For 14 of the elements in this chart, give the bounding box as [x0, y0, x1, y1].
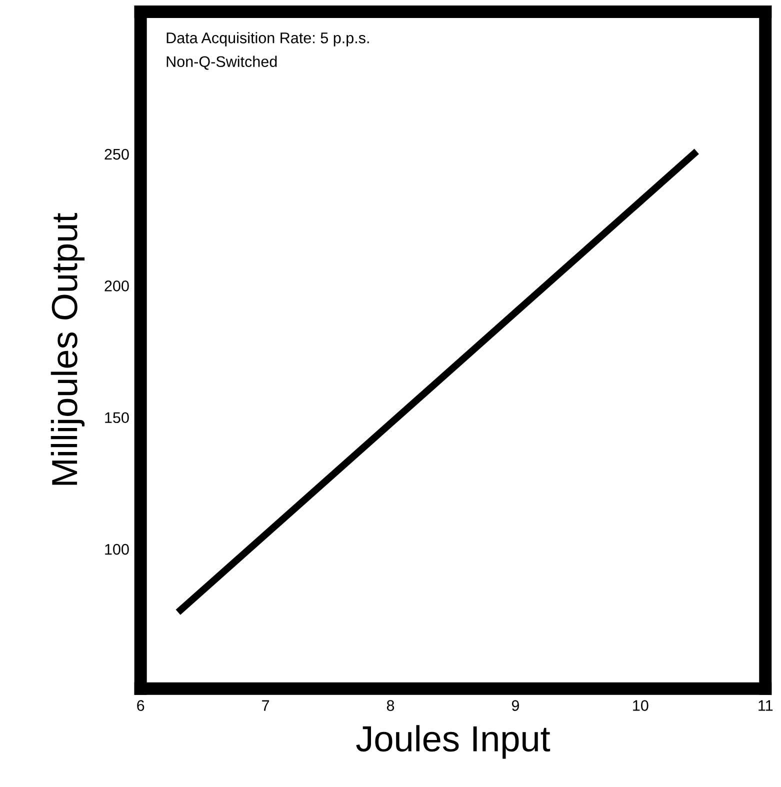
x-tick-label: 9 [512, 700, 519, 711]
y-axis-title: Millijoules Output [50, 212, 85, 485]
y-tick-label: 200 [104, 280, 129, 292]
y-tick-label: 100 [105, 544, 129, 555]
annotation: Non-Q-Switched [166, 56, 277, 70]
x-axis-title: Joules Input [356, 725, 550, 759]
x-tick-label: 10 [633, 700, 648, 711]
x-tick-label: 11 [758, 700, 773, 711]
x-tick-label: 6 [137, 700, 144, 711]
y-tick-label: 150 [105, 412, 129, 424]
annotation: Data Acquisition Rate: 5 p.p.s. [166, 32, 369, 46]
x-tick-label: 8 [386, 700, 394, 711]
x-tick-label: 7 [262, 700, 270, 711]
y-tick-label: 250 [104, 148, 129, 160]
